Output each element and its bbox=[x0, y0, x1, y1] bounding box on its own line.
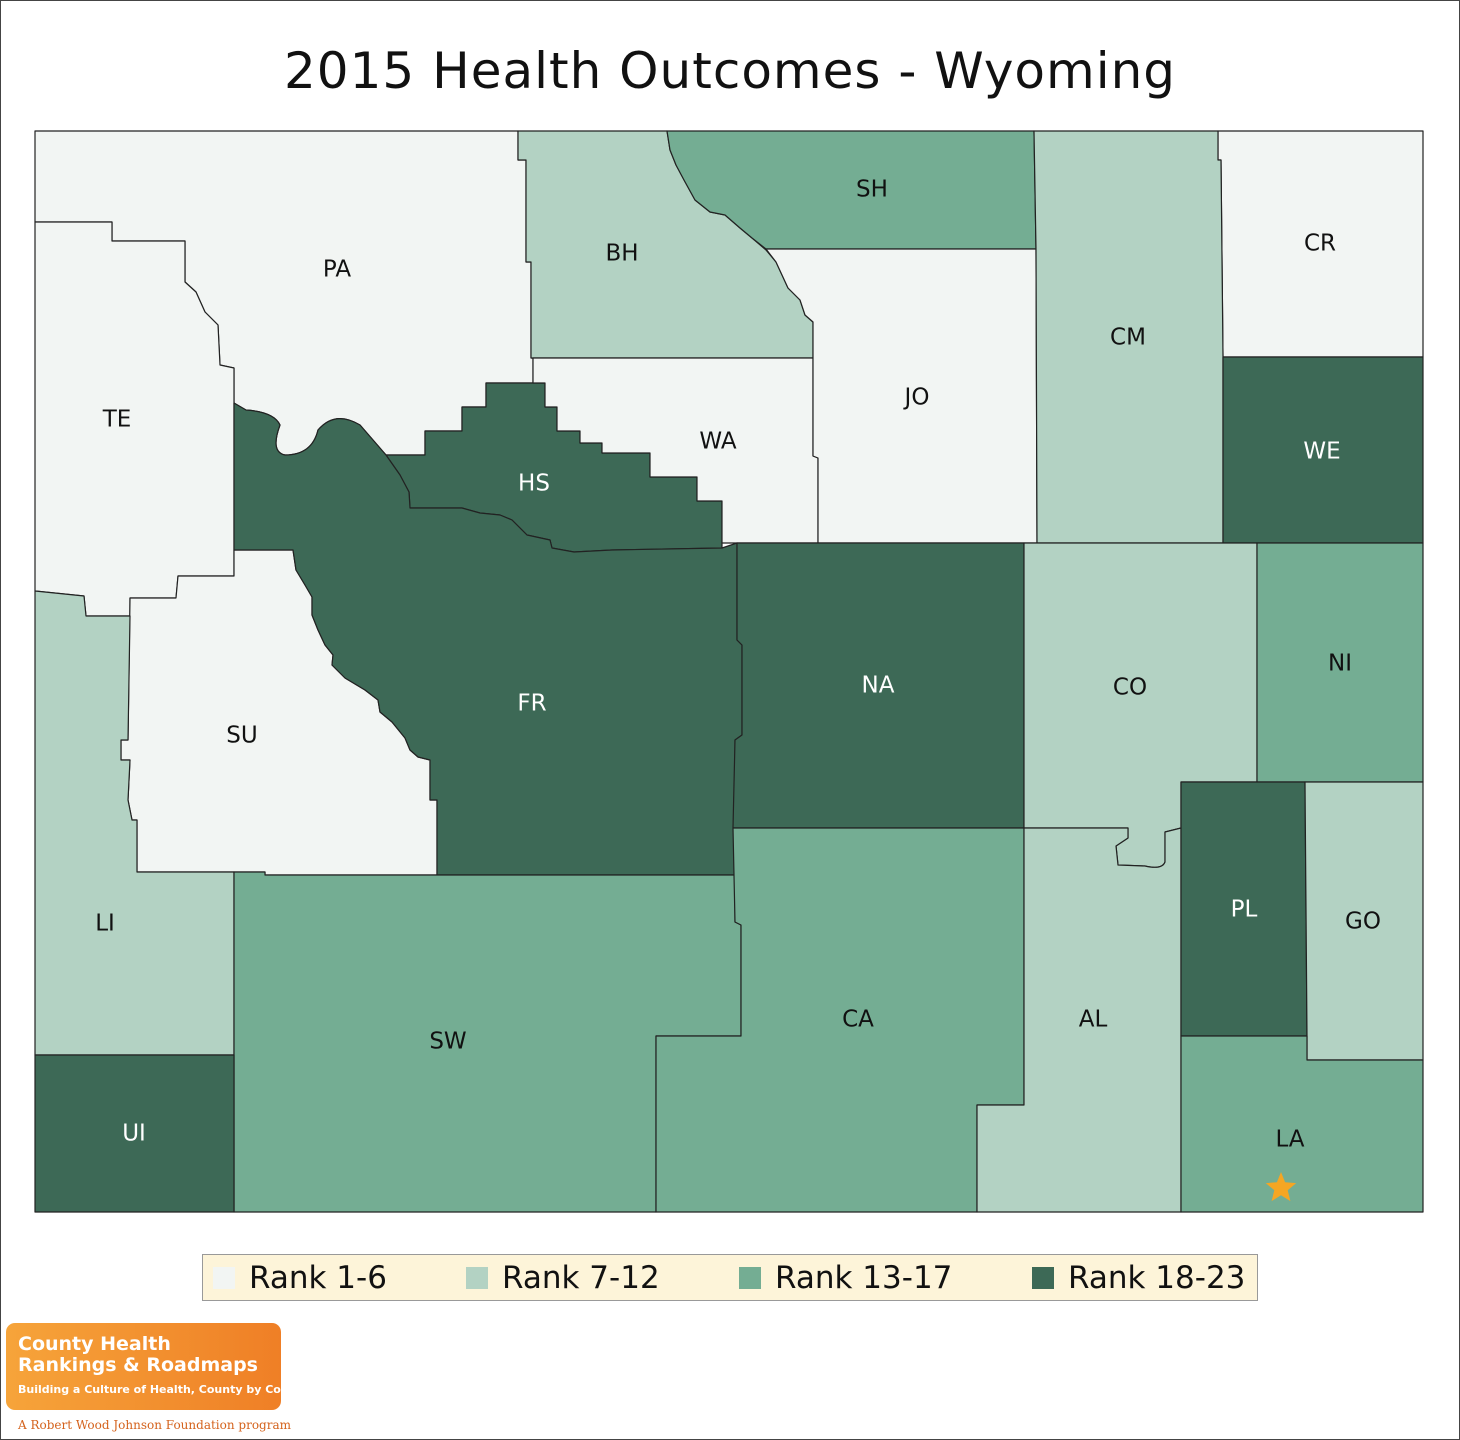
county-label-LI: LI bbox=[95, 911, 115, 937]
county-label-UI: UI bbox=[122, 1121, 146, 1147]
county-label-CA: CA bbox=[842, 1007, 874, 1033]
county-label-LA: LA bbox=[1275, 1127, 1304, 1153]
legend-item-rank-13-17: Rank 13-17 bbox=[739, 1255, 952, 1300]
county-label-FR: FR bbox=[517, 691, 546, 717]
county-label-PA: PA bbox=[323, 257, 351, 283]
county-UI[interactable] bbox=[34, 1054, 235, 1213]
county-label-GO: GO bbox=[1345, 909, 1381, 935]
legend-label: Rank 13-17 bbox=[775, 1259, 953, 1296]
county-FR[interactable] bbox=[233, 402, 743, 876]
county-AL[interactable] bbox=[976, 827, 1182, 1213]
legend-swatch bbox=[739, 1266, 761, 1289]
capital-star-icon bbox=[1265, 1172, 1297, 1202]
legend-swatch bbox=[1032, 1266, 1054, 1289]
county-label-CR: CR bbox=[1304, 231, 1336, 257]
legend-item-rank-18-23: Rank 18-23 bbox=[1032, 1255, 1245, 1300]
legend-label: Rank 1-6 bbox=[249, 1259, 387, 1296]
county-label-WE: WE bbox=[1303, 439, 1340, 465]
legend: Rank 1-6 Rank 7-12 Rank 13-17 Rank 18-23 bbox=[202, 1254, 1258, 1301]
legend-label: Rank 7-12 bbox=[502, 1259, 660, 1296]
county-label-PL: PL bbox=[1231, 897, 1258, 923]
county-LA[interactable] bbox=[1180, 1035, 1424, 1213]
logo-line-2: Rankings & Roadmaps bbox=[18, 1354, 258, 1376]
logo-line-1: County Health bbox=[18, 1333, 171, 1355]
logo-subtitle: A Robert Wood Johnson Foundation program bbox=[18, 1418, 291, 1432]
county-label-NA: NA bbox=[862, 673, 895, 699]
county-label-TE: TE bbox=[102, 407, 132, 433]
county-label-CM: CM bbox=[1110, 325, 1146, 351]
county-label-BH: BH bbox=[605, 241, 638, 267]
county-label-NI: NI bbox=[1328, 651, 1352, 677]
county-label-JO: JO bbox=[903, 385, 930, 411]
county-label-AL: AL bbox=[1079, 1007, 1108, 1033]
county-label-CO: CO bbox=[1113, 675, 1147, 701]
county-label-HS: HS bbox=[518, 471, 550, 497]
legend-item-rank-1-6: Rank 1-6 bbox=[213, 1255, 387, 1300]
county-label-SW: SW bbox=[429, 1029, 466, 1055]
legend-item-rank-7-12: Rank 7-12 bbox=[466, 1255, 660, 1300]
chr-logo-icon[interactable]: County Health Rankings & Roadmaps Buildi… bbox=[6, 1323, 309, 1410]
map-title: 2015 Health Outcomes - Wyoming bbox=[283, 42, 1177, 100]
legend-swatch bbox=[213, 1266, 235, 1289]
county-label-WA: WA bbox=[699, 429, 736, 455]
county-label-SU: SU bbox=[226, 723, 257, 749]
legend-swatch bbox=[466, 1266, 488, 1289]
logo-tagline: Building a Culture of Health, County by … bbox=[18, 1383, 309, 1396]
legend-label: Rank 18-23 bbox=[1068, 1259, 1246, 1296]
county-label-SH: SH bbox=[856, 177, 888, 203]
